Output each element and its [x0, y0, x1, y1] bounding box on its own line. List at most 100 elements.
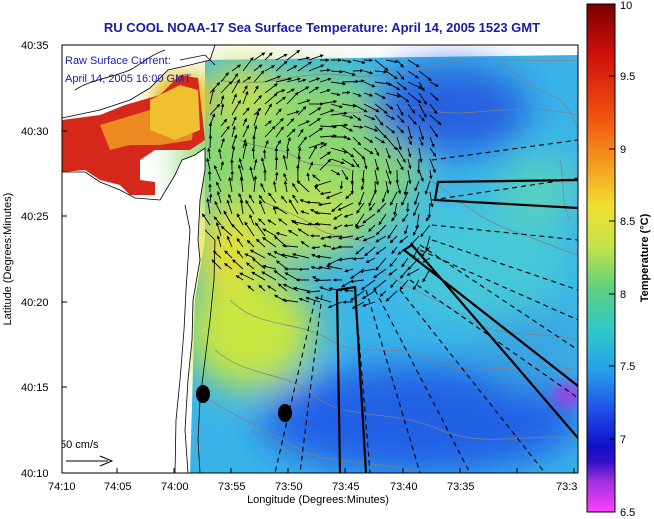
current-vector [396, 81, 407, 91]
bathymetry-contours [209, 59, 578, 473]
current-vector [333, 224, 343, 230]
current-vector [363, 58, 373, 63]
y-tick-4: 40:20 [21, 297, 49, 309]
current-vector [341, 90, 351, 95]
current-vector [246, 262, 255, 270]
current-vector [220, 161, 224, 171]
current-vector [226, 199, 233, 215]
current-vector [220, 137, 225, 149]
current-vector [341, 136, 352, 141]
current-vector [429, 169, 433, 180]
current-vector [319, 68, 331, 72]
current-vector [355, 246, 365, 255]
current-vector [249, 214, 255, 226]
current-vector [356, 202, 365, 214]
current-vector [389, 235, 398, 244]
current-vector [277, 283, 288, 292]
current-vector [325, 191, 343, 199]
current-vector [396, 103, 404, 117]
current-vector [220, 95, 225, 105]
current-vector [424, 180, 431, 195]
current-vector [242, 57, 254, 72]
current-vector [399, 279, 409, 291]
current-vector [297, 106, 307, 116]
current-vector [297, 128, 304, 138]
current-vector [330, 169, 341, 176]
current-vector [213, 216, 222, 226]
current-vector [285, 147, 290, 160]
current-vector [275, 77, 292, 83]
current-vector [275, 53, 288, 61]
current-vector [264, 125, 276, 138]
current-vector [399, 235, 409, 243]
current-vector [355, 213, 365, 228]
current-vector [214, 200, 222, 215]
plot-area: Raw Surface Current: April 14, 2005 16:0… [62, 45, 578, 473]
current-vector [359, 268, 376, 274]
current-vector [280, 253, 299, 259]
current-vector [236, 213, 244, 226]
current-vector [287, 229, 299, 237]
current-vector [374, 114, 384, 126]
current-vector [253, 52, 266, 61]
current-vector [207, 147, 211, 160]
current-vector [319, 158, 332, 171]
current-vector [385, 180, 390, 194]
current-vector [388, 268, 398, 276]
current-vector [422, 268, 431, 283]
current-vector [235, 275, 244, 281]
current-vector [292, 253, 310, 259]
current-vector [319, 151, 331, 160]
current-vector [216, 235, 222, 248]
current-vector [325, 264, 343, 270]
current-vector [242, 76, 252, 83]
current-vector [330, 81, 347, 86]
current-vector [319, 143, 328, 149]
current-vector [385, 158, 392, 175]
current-vector [278, 218, 288, 226]
current-vector [282, 244, 299, 248]
current-vector [345, 191, 354, 200]
current-vector [232, 259, 244, 270]
current-vector [239, 199, 244, 215]
current-vector [338, 235, 354, 240]
current-vector [375, 235, 387, 243]
current-vector [262, 264, 277, 270]
current-vector [244, 221, 255, 237]
current-vector [245, 199, 255, 215]
current-vector [273, 251, 288, 259]
current-vector [372, 279, 387, 291]
x-tick-3: 74:00 [161, 481, 189, 493]
current-vector [231, 64, 241, 72]
current-vector [418, 70, 432, 81]
current-vector [318, 265, 332, 270]
current-vector [322, 244, 332, 248]
current-vector [341, 158, 356, 167]
current-vector [333, 213, 343, 220]
current-vector [375, 246, 387, 255]
current-vector [364, 246, 376, 257]
current-vector [330, 103, 343, 109]
current-vector [401, 191, 409, 206]
current-vector [306, 172, 310, 182]
current-vector [362, 235, 376, 242]
current-vector [242, 107, 250, 116]
current-vector [231, 134, 238, 149]
current-vector [286, 49, 301, 61]
current-vector [407, 125, 413, 140]
current-vector [231, 223, 244, 237]
current-vector [396, 180, 402, 195]
current-vector [216, 190, 222, 204]
current-vector [267, 285, 277, 292]
current-vector [260, 182, 266, 193]
current-vector [414, 180, 420, 192]
current-vector [249, 249, 266, 259]
current-vector [373, 268, 387, 279]
current-vector [286, 91, 299, 105]
current-vector [216, 181, 222, 193]
current-vector [352, 59, 366, 64]
current-vector [272, 205, 277, 215]
current-vector [363, 125, 379, 132]
current-vector [242, 90, 249, 105]
